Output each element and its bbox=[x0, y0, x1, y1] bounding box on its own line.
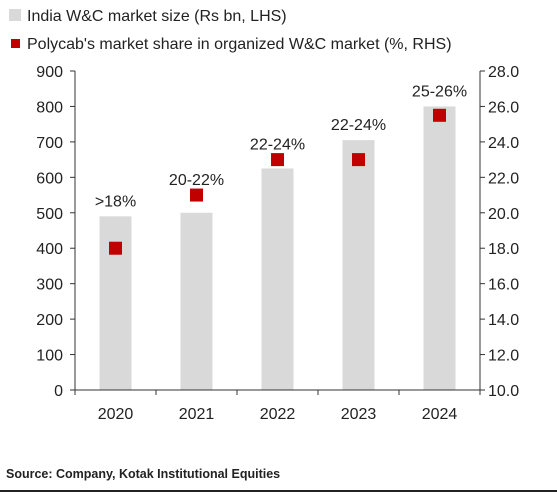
right-tick-label-10.0: 10.0 bbox=[488, 383, 519, 400]
x-tick-label-2024: 2024 bbox=[422, 406, 458, 423]
legend: India W&C market size (Rs bn, LHS) Polyca… bbox=[9, 8, 452, 53]
x-tick-label-2022: 2022 bbox=[260, 406, 296, 423]
marker-2020 bbox=[109, 241, 122, 255]
x-tick-label-2021: 2021 bbox=[179, 406, 215, 423]
legend-swatch-market-share bbox=[11, 39, 20, 48]
right-tick-label-14.0: 14.0 bbox=[488, 312, 519, 329]
data-label-2023: 22-24% bbox=[331, 117, 386, 134]
x-tick-label-2020: 2020 bbox=[98, 406, 134, 423]
left-tick-label-500: 500 bbox=[36, 206, 63, 223]
left-tick-label-0: 0 bbox=[54, 383, 63, 400]
marker-2023 bbox=[352, 153, 365, 167]
left-tick-label-300: 300 bbox=[36, 277, 63, 294]
source-note: Source: Company, Kotak Institutional Equ… bbox=[6, 467, 281, 481]
source-divider bbox=[0, 490, 557, 492]
data-label-2020: >18% bbox=[95, 193, 136, 210]
marker-2021 bbox=[190, 188, 203, 202]
left-tick-label-100: 100 bbox=[36, 348, 63, 365]
plot-area: 0 100 200 300 400 500 600 700 800 900 10.0 12.0 14.0… bbox=[36, 64, 519, 423]
bar-2024 bbox=[423, 106, 456, 390]
chart: India W&C market size (Rs bn, LHS) Polyca… bbox=[9, 8, 519, 423]
left-tick-label-200: 200 bbox=[36, 312, 63, 329]
data-label-2024: 25-26% bbox=[412, 83, 467, 100]
right-tick-label-12.0: 12.0 bbox=[488, 348, 519, 365]
legend-swatch-market-size bbox=[9, 9, 21, 21]
right-tick-label-20.0: 20.0 bbox=[488, 206, 519, 223]
marker-2022 bbox=[271, 153, 284, 167]
legend-label-market-share: Polycab's market share in organized W&C … bbox=[27, 36, 452, 53]
right-tick-label-24.0: 24.0 bbox=[488, 135, 519, 152]
x-tick-label-2023: 2023 bbox=[341, 406, 377, 423]
bar-2022 bbox=[261, 168, 294, 390]
marker-2024 bbox=[433, 108, 446, 122]
left-tick-label-800: 800 bbox=[36, 99, 63, 116]
data-label-2022: 22-24% bbox=[250, 137, 305, 154]
bar-2023 bbox=[342, 140, 375, 390]
bar-2021 bbox=[180, 212, 213, 390]
right-tick-label-22.0: 22.0 bbox=[488, 170, 519, 187]
right-tick-label-28.0: 28.0 bbox=[488, 64, 519, 81]
left-tick-label-900: 900 bbox=[36, 64, 63, 81]
left-tick-label-600: 600 bbox=[36, 170, 63, 187]
data-label-2021: 20-22% bbox=[169, 172, 224, 189]
legend-label-market-size: India W&C market size (Rs bn, LHS) bbox=[27, 8, 287, 25]
right-tick-label-18.0: 18.0 bbox=[488, 241, 519, 258]
right-tick-label-16.0: 16.0 bbox=[488, 277, 519, 294]
left-tick-label-400: 400 bbox=[36, 241, 63, 258]
left-tick-label-700: 700 bbox=[36, 135, 63, 152]
right-tick-label-26.0: 26.0 bbox=[488, 99, 519, 116]
